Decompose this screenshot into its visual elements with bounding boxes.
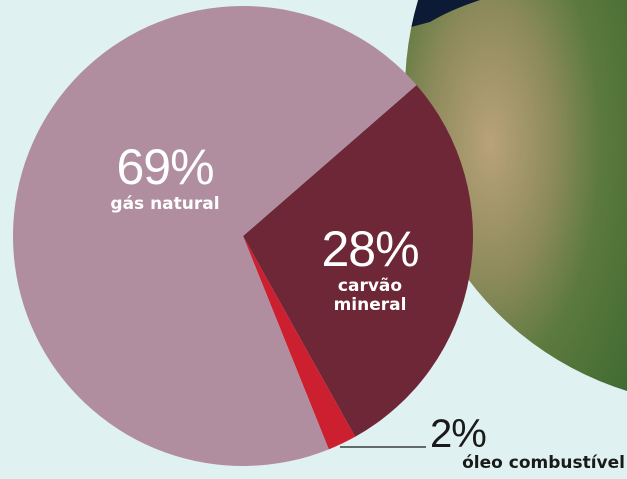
slice-label: 2%óleo combustível <box>410 412 627 471</box>
percent-label: 2% <box>410 412 627 456</box>
category-label: óleo combustível <box>410 456 627 471</box>
category-label: gás natural <box>60 195 270 214</box>
percent-label: 28% <box>290 222 450 277</box>
category-label: carvão mineral <box>325 277 415 314</box>
percent-label: 69% <box>60 140 270 195</box>
slice-label: 28%carvão mineral <box>290 222 450 314</box>
slice-label: 69%gás natural <box>60 140 270 214</box>
page: 69%gás natural 28%carvão mineral 2%óleo co… <box>0 0 627 479</box>
